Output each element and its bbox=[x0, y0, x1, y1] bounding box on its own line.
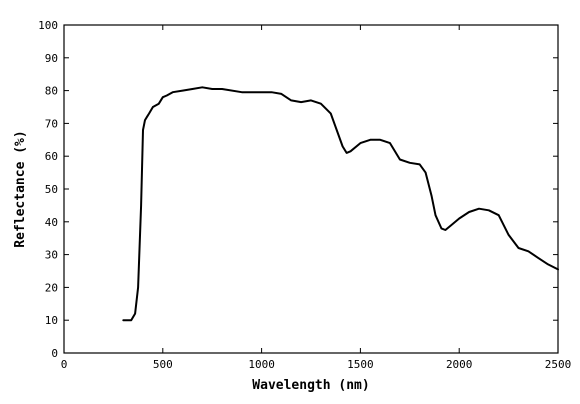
y-axis-title: Reflectance (%) bbox=[13, 130, 28, 247]
y-tick-label: 60 bbox=[45, 150, 58, 163]
y-tick-label: 70 bbox=[45, 117, 58, 130]
y-tick-label: 30 bbox=[45, 249, 58, 262]
series-group bbox=[122, 86, 559, 322]
y-tick-label: 10 bbox=[45, 314, 58, 327]
plot-frame bbox=[63, 24, 559, 354]
y-tick-label: 90 bbox=[45, 52, 58, 65]
y-tick-label: 20 bbox=[45, 281, 58, 294]
x-tick-label: 2000 bbox=[446, 358, 473, 371]
y-tick-label: 100 bbox=[38, 19, 58, 32]
x-tick-label: 1000 bbox=[248, 358, 275, 371]
reflectance-series-line bbox=[122, 86, 559, 322]
y-tick-label: 80 bbox=[45, 85, 58, 98]
plot-axes bbox=[63, 24, 559, 354]
x-axis-title: Wavelength (nm) bbox=[252, 378, 369, 393]
y-tick-label: 40 bbox=[45, 216, 58, 229]
y-tick-label: 50 bbox=[45, 183, 58, 196]
x-tick-label: 500 bbox=[153, 358, 173, 371]
x-tick-label: 1500 bbox=[347, 358, 374, 371]
y-axis-ticks: 0 10 20 30 40 50 60 70 80 90 100 bbox=[38, 19, 558, 360]
x-axis-ticks: 0 500 1000 1500 2000 2500 bbox=[61, 25, 572, 371]
y-tick-label: 0 bbox=[51, 347, 58, 360]
x-tick-label: 0 bbox=[61, 358, 68, 371]
x-tick-label: 2500 bbox=[545, 358, 572, 371]
